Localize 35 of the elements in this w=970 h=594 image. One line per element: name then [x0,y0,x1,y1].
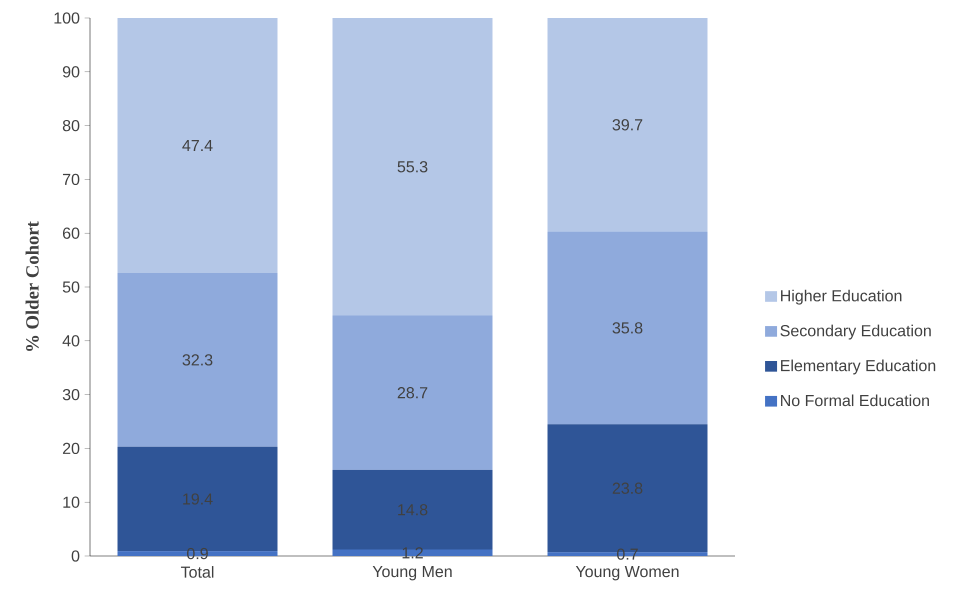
legend-label: Secondary Education [780,324,931,340]
data-label: 1.2 [402,547,423,558]
bar [548,18,708,232]
y-tick-label: 100 [54,12,80,24]
data-label: 39.7 [612,119,642,130]
y-tick-label: 40 [62,335,80,346]
bar [118,18,278,274]
data-label: 19.4 [183,493,213,505]
y-tick-label: 50 [62,281,80,293]
x-tick-label: Young Women [576,566,678,580]
y-tick-label: 0 [72,550,80,562]
data-label: 32.3 [182,354,212,366]
y-tick-label: 80 [62,120,80,132]
y-tick-label: 10 [63,496,80,508]
bar [548,232,708,424]
legend-label: Elementary Education [781,360,936,374]
data-label: 35.8 [612,322,642,334]
x-tick-label: Total [180,566,214,578]
legend-label: Higher Education [781,290,902,305]
x-tick-label: Young Men [372,566,452,580]
y-tick-label: 90 [62,66,80,78]
data-label: 23.8 [612,482,642,494]
legend-label: No Formal Education [781,394,929,406]
y-tick-label: 60 [62,228,80,239]
bar [332,316,493,470]
y-tick-label: 20 [62,442,80,454]
y-tick-label: 30 [62,388,80,400]
y-axis-title: % Older Cohort [26,221,39,351]
data-label: 47.4 [182,140,213,152]
data-label: 55.3 [398,161,428,172]
bar [118,273,278,447]
y-tick-label: 70 [62,174,80,186]
data-label: 14.8 [398,504,428,516]
bar [332,18,493,316]
data-label: 28.7 [398,387,428,398]
